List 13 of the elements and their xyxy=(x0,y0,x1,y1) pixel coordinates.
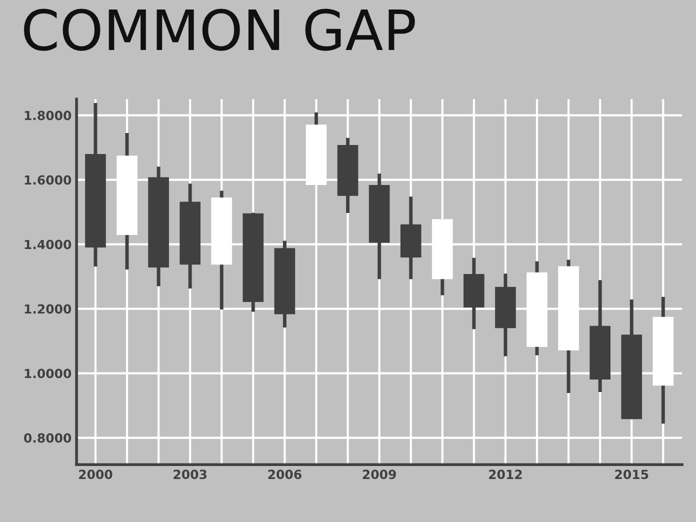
y-tick-label: 1.8000 xyxy=(24,110,72,120)
x-tick-label: 2006 xyxy=(268,470,302,480)
x-tick-label: 2012 xyxy=(489,470,522,480)
y-tick-label: 1.4000 xyxy=(24,240,72,250)
x-tick-label: 2009 xyxy=(362,470,396,480)
y-tick-label: 1.6000 xyxy=(24,175,72,185)
x-tick-label: 2003 xyxy=(174,470,206,480)
x-tick-label: 2015 xyxy=(615,470,648,480)
y-tick-label: 1.0000 xyxy=(24,368,72,378)
y-tick-label: 0.8000 xyxy=(24,433,72,443)
x-tick-label: 2000 xyxy=(79,470,112,480)
chart-title: COMMON GAP xyxy=(24,8,415,51)
y-tick-label: 1.2000 xyxy=(24,304,72,314)
